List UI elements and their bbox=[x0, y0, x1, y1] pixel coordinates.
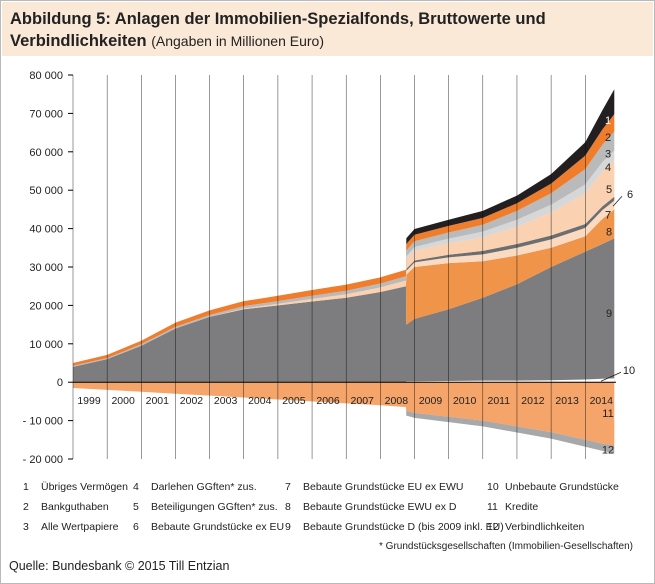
legend-label: Bebaute Grundstücke D (bis 2009 inkl. EU… bbox=[303, 521, 504, 533]
legend-number: 9 bbox=[285, 521, 291, 533]
y-tick-label-5: 30 000 bbox=[29, 262, 63, 274]
series-area-10 bbox=[73, 378, 615, 383]
legend-item-9: 9 Bebaute Grundstücke D (bis 2009 inkl. E… bbox=[285, 521, 504, 533]
legend-number: 1 bbox=[23, 481, 29, 493]
x-tick-label-2002: 2002 bbox=[180, 395, 204, 407]
x-tick-label-2008: 2008 bbox=[385, 395, 409, 407]
area-label-5: 5 bbox=[606, 184, 612, 196]
legend-number: 4 bbox=[133, 481, 139, 493]
legend-number: 10 bbox=[487, 481, 499, 493]
legend-number: 3 bbox=[23, 521, 29, 533]
y-tick-label-6: 40 000 bbox=[29, 224, 63, 236]
x-tick-label-2004: 2004 bbox=[248, 395, 272, 407]
x-tick-label-2009: 2009 bbox=[419, 395, 443, 407]
area-label-1: 1 bbox=[605, 115, 611, 127]
legend-label: Alle Wertpapiere bbox=[41, 521, 119, 533]
area-label-11: 11 bbox=[602, 408, 613, 420]
legend-item-3: 3 Alle Wertpapiere bbox=[23, 521, 118, 533]
legend-item-12: 12 Verbindlichkeiten bbox=[487, 521, 584, 533]
area-chart: - 20 000 - 10 000 0 10 000 20 000 30 000 40 00… bbox=[23, 70, 636, 466]
area-label-7: 7 bbox=[605, 210, 611, 222]
x-tick-label-2001: 2001 bbox=[146, 395, 170, 407]
legend-item-4: 4 Darlehen GGften* zus. bbox=[133, 481, 257, 493]
legend-label: Bebaute Grundstücke ex EU bbox=[151, 521, 285, 533]
legend-number: 7 bbox=[285, 481, 291, 493]
legend-label: Bankguthaben bbox=[41, 501, 109, 513]
y-tick-label-0: - 20 000 bbox=[23, 454, 63, 466]
x-tick-label-2012: 2012 bbox=[521, 395, 545, 407]
legend-item-5: 5 Beteiligungen GGften* zus. bbox=[133, 501, 278, 513]
legend-item-8: 8 Bebaute Grundstücke EWU ex D bbox=[285, 501, 457, 513]
legend-label: Übriges Vermögen bbox=[41, 481, 128, 493]
y-tick-label-3: 10 000 bbox=[29, 339, 63, 351]
y-tick-label-9: 70 000 bbox=[29, 108, 63, 120]
legend-item-11: 11 Kredite bbox=[487, 501, 538, 513]
legend-item-1: 1 Übriges Vermögen bbox=[23, 481, 128, 493]
y-tick-label-2: 0 bbox=[57, 377, 63, 389]
source-line: Quelle: Bundesbank © 2015 Till Entzian bbox=[9, 559, 230, 573]
legend-label: Bebaute Grundstücke EWU ex D bbox=[303, 501, 457, 513]
legend-label: Kredite bbox=[505, 501, 539, 513]
y-tick-label-4: 20 000 bbox=[29, 300, 63, 312]
legend-label: Unbebaute Grundstücke bbox=[505, 481, 619, 493]
area-label-8: 8 bbox=[606, 226, 612, 238]
legend-item-10: 10 Unbebaute Grundstücke bbox=[487, 481, 619, 493]
area-label-9: 9 bbox=[606, 308, 612, 320]
x-tick-label-2010: 2010 bbox=[453, 395, 477, 407]
legend-item-7: 7 Bebaute Grundstücke EU ex EWU bbox=[285, 481, 464, 493]
x-tick-label-2005: 2005 bbox=[282, 395, 306, 407]
title-bar: Abbildung 5: Anlagen der Immobilien-Spez… bbox=[2, 2, 653, 56]
legend-label: Bebaute Grundstücke EU ex EWU bbox=[303, 481, 464, 493]
x-tick-label-2013: 2013 bbox=[555, 395, 579, 407]
legend-item-2: 2 Bankguthaben bbox=[23, 501, 109, 513]
legend-number: 12 bbox=[487, 521, 499, 533]
x-tick-label-2007: 2007 bbox=[351, 395, 375, 407]
chart-title: Abbildung 5: Anlagen der Immobilien-Spez… bbox=[10, 10, 546, 50]
area-label-2: 2 bbox=[605, 132, 611, 144]
chart-title-block: Abbildung 5: Anlagen der Immobilien-Spez… bbox=[10, 8, 640, 52]
x-tick-label-2000: 2000 bbox=[111, 395, 135, 407]
area-label-3: 3 bbox=[605, 149, 611, 161]
legend-number: 2 bbox=[23, 501, 29, 513]
x-tick-label-2006: 2006 bbox=[316, 395, 340, 407]
legend-label: Verbindlichkeiten bbox=[505, 521, 585, 533]
footnote: * Grundstücksgesellschaften (Immobilien-… bbox=[379, 541, 633, 552]
legend-label: Darlehen GGften* zus. bbox=[151, 481, 257, 493]
series-area-8 bbox=[73, 209, 615, 367]
y-tick-label-8: 60 000 bbox=[29, 147, 63, 159]
legend-label: Beteiligungen GGften* zus. bbox=[151, 501, 278, 513]
x-tick-label-2011: 2011 bbox=[488, 395, 511, 407]
y-tick-label-1: - 10 000 bbox=[23, 416, 63, 428]
area-label-6: 6 bbox=[627, 189, 633, 201]
x-tick-label-1999: 1999 bbox=[77, 395, 101, 407]
legend-number: 5 bbox=[133, 501, 139, 513]
chart-subtitle: (Angaben in Millionen Euro) bbox=[151, 33, 324, 49]
y-tick-label-7: 50 000 bbox=[29, 185, 63, 197]
legend-item-6: 6 Bebaute Grundstücke ex EU bbox=[133, 521, 284, 533]
x-tick-label-2014: 2014 bbox=[590, 395, 614, 407]
leader-line-10 bbox=[600, 371, 622, 382]
legend-number: 8 bbox=[285, 501, 291, 513]
x-tick-label-2003: 2003 bbox=[214, 395, 238, 407]
leader-line-6 bbox=[612, 195, 623, 207]
area-label-12: 12 bbox=[602, 444, 614, 456]
chart-legend: 1 Übriges Vermögen 2 Bankguthaben 3 Alle Wert… bbox=[1, 475, 655, 545]
series-area-11 bbox=[73, 382, 615, 446]
legend-number: 11 bbox=[487, 501, 498, 513]
area-label-10: 10 bbox=[623, 365, 635, 377]
legend-number: 6 bbox=[133, 521, 139, 533]
area-label-4: 4 bbox=[605, 162, 611, 174]
series-area-9 bbox=[73, 238, 615, 383]
y-tick-label-10: 80 000 bbox=[29, 70, 63, 82]
